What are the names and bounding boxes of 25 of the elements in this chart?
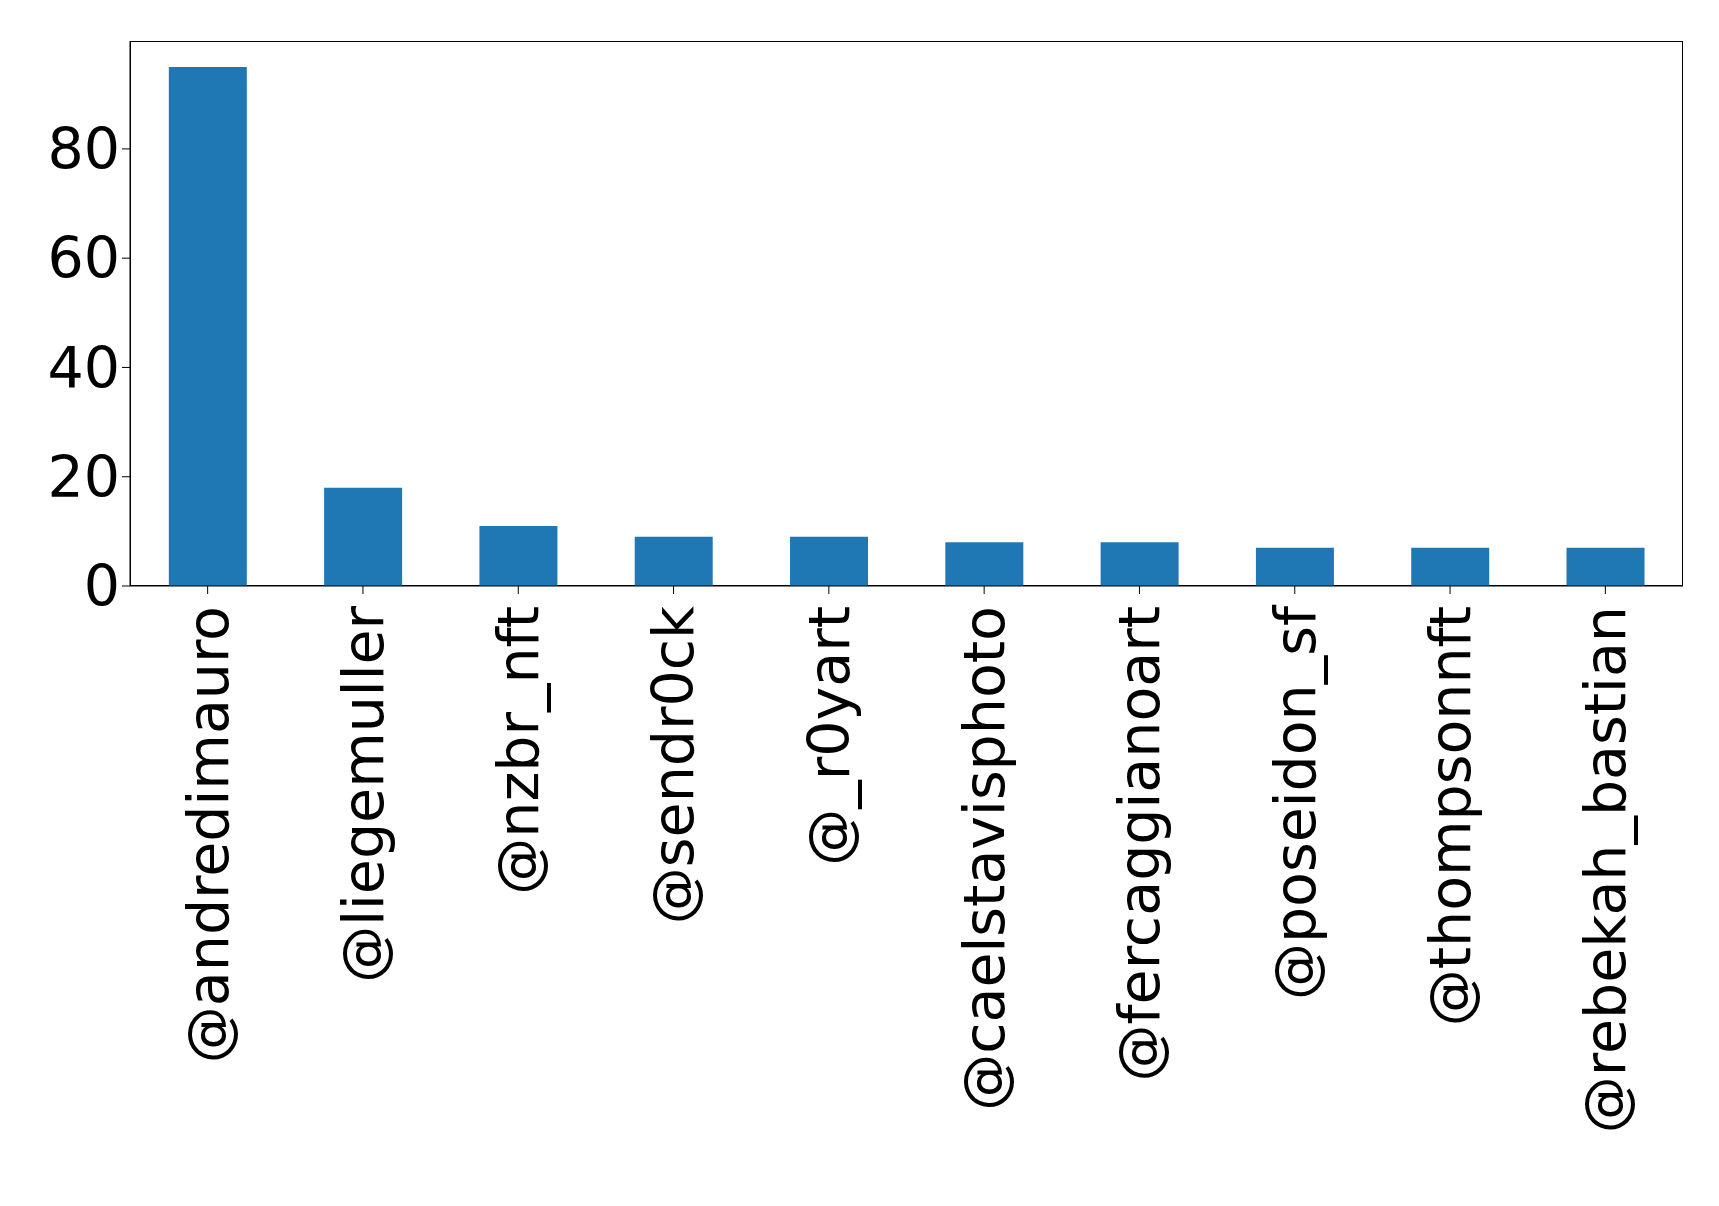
bar (1100, 542, 1179, 586)
x-tick-label: @caelstavisphoto (951, 606, 1018, 1111)
x-tick-label: @poseidon_sf (1261, 604, 1328, 1001)
bar (1255, 547, 1334, 586)
x-tick-label: @thompsonnft (1417, 606, 1483, 1027)
bar (790, 536, 869, 586)
x-tick-label: @fercaggianoart (1106, 606, 1173, 1082)
bar (324, 487, 403, 586)
y-tick-label: 0 (83, 553, 120, 620)
x-tick-label: @_r0yart (795, 606, 862, 866)
y-tick-label: 60 (47, 225, 120, 292)
bar (479, 525, 558, 586)
y-tick-label: 20 (47, 443, 120, 510)
x-tick-label: @sendr0ck (640, 606, 707, 925)
bar (945, 542, 1024, 586)
bar (168, 66, 247, 586)
x-tick-label: @liegemuller (329, 605, 396, 983)
y-tick-label: 40 (47, 334, 120, 401)
x-tick-label: @nzbr_nft (485, 606, 552, 895)
x-tick-label: @andredimauro (174, 606, 241, 1064)
bar (634, 536, 713, 586)
bar (1566, 547, 1645, 586)
bar (1411, 547, 1490, 586)
x-tick-label: @rebekah_bastian (1572, 606, 1639, 1134)
y-tick-label: 80 (47, 116, 120, 183)
